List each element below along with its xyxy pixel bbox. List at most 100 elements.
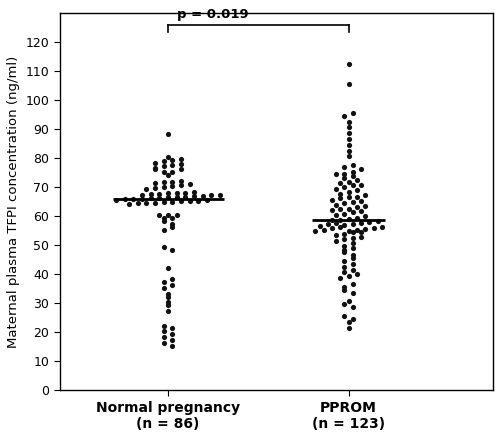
Point <box>353 176 361 183</box>
Point <box>344 124 352 131</box>
Point <box>160 322 168 329</box>
Point <box>340 301 348 308</box>
Point <box>156 212 164 219</box>
Point <box>138 191 146 198</box>
Point <box>353 194 361 201</box>
Point <box>164 290 172 297</box>
Point <box>173 194 181 201</box>
Point <box>357 228 365 235</box>
Point <box>151 199 159 206</box>
Point <box>168 282 176 289</box>
Point <box>353 187 361 194</box>
Point <box>160 218 168 225</box>
Point <box>349 266 357 273</box>
Point <box>340 249 348 256</box>
Point <box>160 334 168 341</box>
Point <box>151 185 159 192</box>
Point <box>344 324 352 331</box>
Point <box>353 226 361 233</box>
Point <box>142 199 150 206</box>
Point <box>349 280 357 287</box>
Point <box>168 215 176 222</box>
Point <box>208 192 216 199</box>
Point <box>353 270 361 277</box>
Point <box>160 158 168 165</box>
Point <box>361 202 369 209</box>
Point <box>142 186 150 193</box>
Point <box>168 156 176 163</box>
Point <box>378 223 386 230</box>
Point <box>168 168 176 175</box>
Point <box>164 131 172 138</box>
Point <box>340 242 348 249</box>
Point <box>168 162 176 169</box>
Point <box>164 194 172 201</box>
Point <box>134 200 142 207</box>
Point <box>340 263 348 270</box>
Point <box>168 276 176 283</box>
Point <box>340 236 348 243</box>
Point <box>340 170 348 177</box>
Point <box>340 184 348 191</box>
Point <box>164 302 172 309</box>
Point <box>328 206 336 213</box>
Point <box>336 190 344 197</box>
Point <box>340 312 348 319</box>
Point <box>336 195 344 202</box>
Point <box>357 220 365 227</box>
Point <box>328 217 336 224</box>
Point <box>332 237 340 244</box>
Point <box>349 244 357 251</box>
Point <box>177 155 185 162</box>
Point <box>349 289 357 296</box>
Point <box>164 293 172 300</box>
Point <box>344 298 352 305</box>
Point <box>203 197 211 204</box>
Point <box>366 219 374 226</box>
Point <box>349 260 357 267</box>
Point <box>340 174 348 181</box>
Point <box>168 336 176 343</box>
Point <box>344 135 352 142</box>
Point <box>340 164 348 171</box>
Point <box>312 228 320 235</box>
Point <box>349 182 357 189</box>
Point <box>357 182 365 189</box>
Point <box>349 315 357 322</box>
Point <box>190 193 198 200</box>
Point <box>160 184 168 191</box>
Point <box>199 192 207 199</box>
Point <box>160 168 168 175</box>
Point <box>353 214 361 221</box>
Point <box>190 189 198 196</box>
Point <box>168 223 176 230</box>
Point <box>173 212 181 219</box>
Point <box>186 181 194 188</box>
Point <box>164 212 172 219</box>
Point <box>168 183 176 190</box>
Point <box>177 177 185 184</box>
Point <box>349 304 357 311</box>
Point <box>344 188 352 195</box>
Point <box>160 163 168 170</box>
Point <box>168 221 176 228</box>
Point <box>147 194 155 201</box>
Point <box>349 172 357 179</box>
Point <box>194 197 202 204</box>
Point <box>151 166 159 173</box>
Point <box>340 230 348 237</box>
Point <box>370 224 378 231</box>
Point <box>164 154 172 161</box>
Point <box>332 232 340 239</box>
Point <box>340 283 348 290</box>
Point <box>344 205 352 212</box>
Point <box>151 164 159 171</box>
Point <box>147 191 155 198</box>
Point <box>340 268 348 275</box>
Point <box>177 182 185 189</box>
Point <box>340 286 348 293</box>
Point <box>344 81 352 88</box>
Point <box>344 118 352 125</box>
Point <box>125 200 133 207</box>
Point <box>164 190 172 197</box>
